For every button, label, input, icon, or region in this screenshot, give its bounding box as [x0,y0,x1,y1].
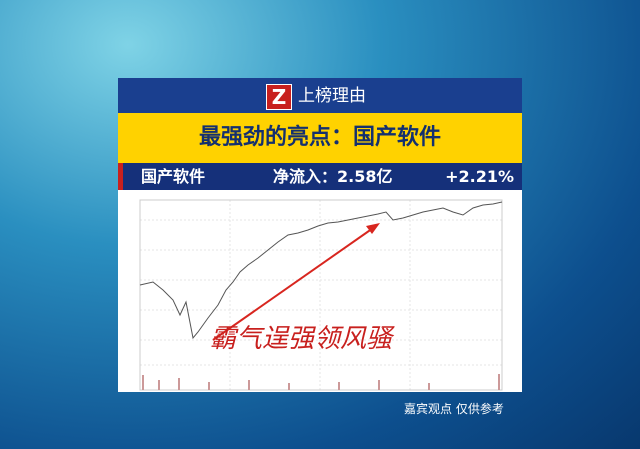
sector: 国产软件 [141,167,206,186]
header-bar [118,78,522,113]
grid [140,200,502,390]
plot-frame [139,199,503,391]
arrow [212,225,377,341]
footer: 嘉宾观点 仅供参考 [404,402,504,416]
price-line [139,201,503,340]
arrow-head [366,223,380,234]
headline: 最强劲的亮点：国产软件 [118,113,522,163]
volume-bars [142,374,500,390]
change: +2.21% [445,167,514,186]
inflow: 净流入：2.58亿 [273,167,393,186]
logo: Z [266,84,292,110]
info-row: 国产软件 净流入：2.58亿 +2.21% [118,163,522,190]
header-title: 上榜理由 [298,86,366,106]
annotation: 霸气逞强领风骚 [210,324,393,354]
intraday-chart [118,190,522,392]
